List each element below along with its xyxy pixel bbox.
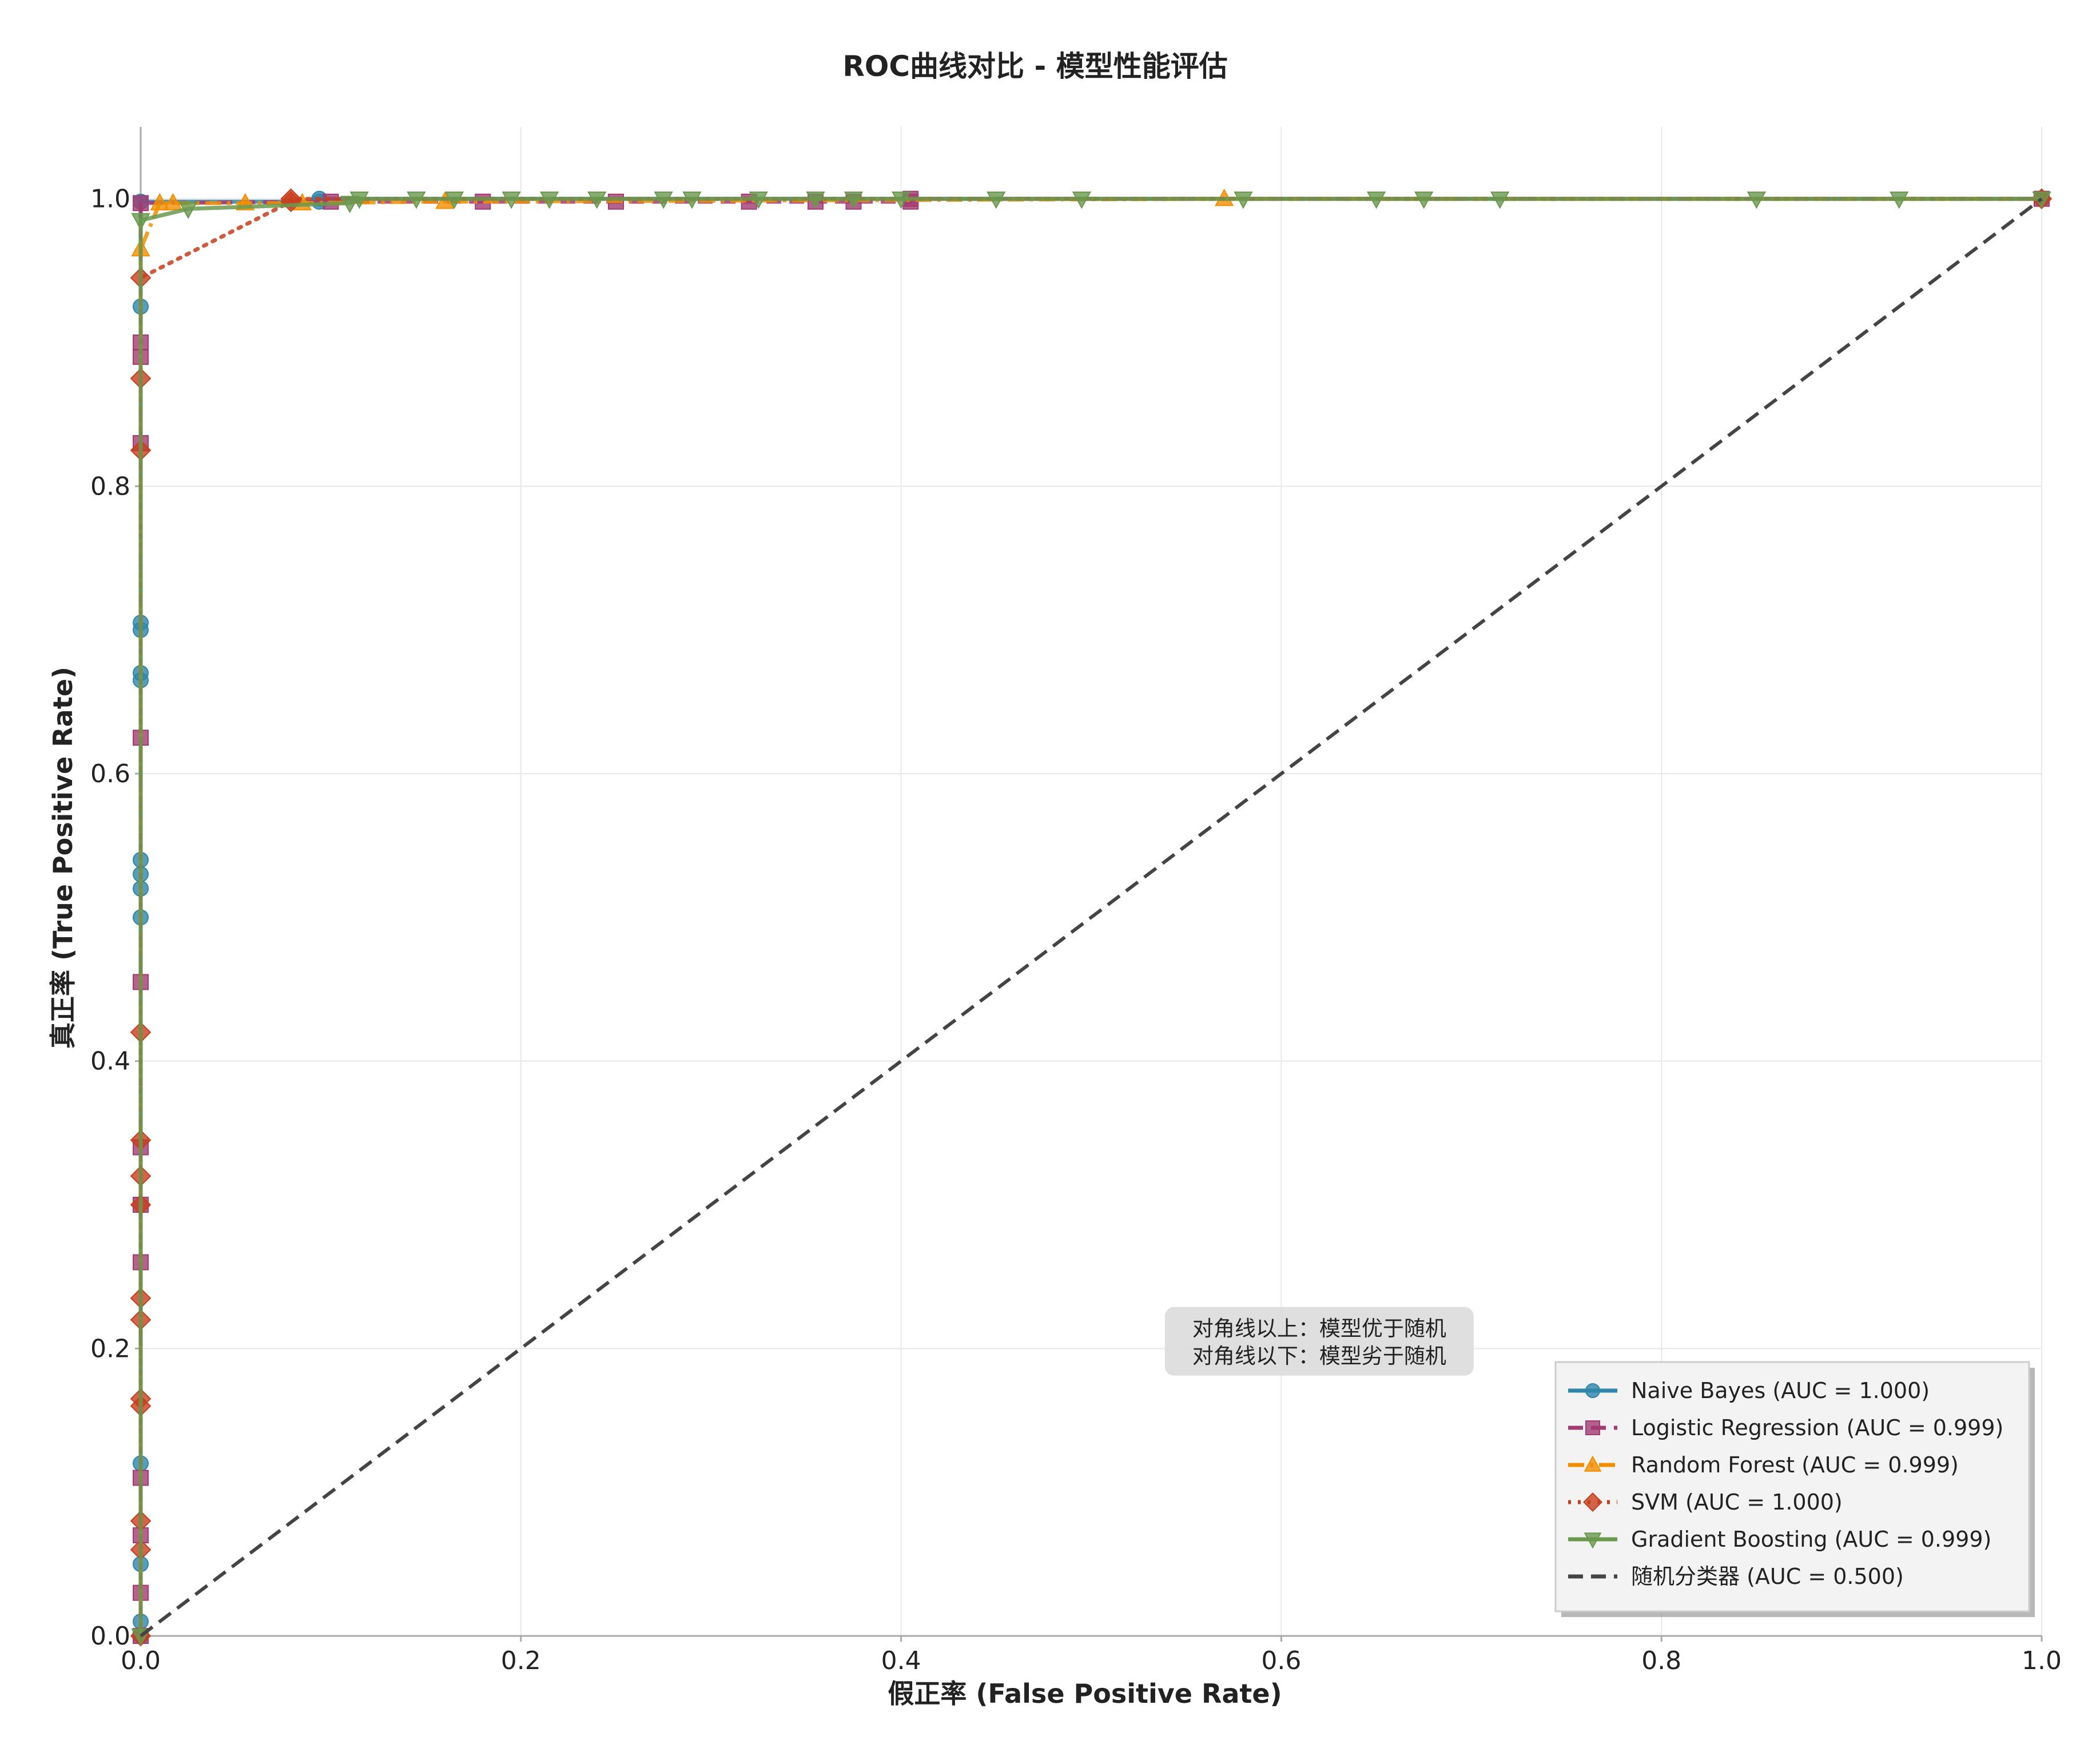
data-point-2-1 [150, 193, 169, 210]
data-point-4-23 [1890, 191, 1909, 209]
data-point-4-19 [1366, 191, 1386, 209]
legend-box [1554, 1361, 2030, 1612]
chart-title: ROC曲线对比 - 模型性能评估 [842, 50, 1227, 83]
data-point-4-7 [502, 191, 521, 209]
legend-marker-4 [1584, 1532, 1602, 1549]
data-point-4-8 [540, 191, 559, 209]
data-point-4-16 [987, 191, 1006, 209]
annotation-background [1164, 1307, 1474, 1376]
legend-label-2: Random Forest (AUC = 0.999) [1631, 1452, 1959, 1478]
annotation-line-1: 对角线以下：模型劣于随机 [1192, 1344, 1446, 1368]
legend-label-0: Naive Bayes (AUC = 1.000) [1631, 1378, 1930, 1403]
data-point-4-20 [1414, 191, 1434, 209]
y-tick-label-0: 0.0 [90, 1622, 130, 1651]
data-point-4-13 [806, 191, 825, 209]
data-point-4-12 [749, 191, 768, 209]
y-tick-label-2: 0.4 [90, 1047, 130, 1076]
y-tick-label-1: 0.2 [90, 1334, 130, 1363]
data-point-4-18 [1234, 191, 1253, 209]
x-tick-label-2: 0.4 [881, 1646, 921, 1675]
x-tick-label-5: 1.0 [2022, 1646, 2062, 1675]
y-tick-label-3: 0.6 [90, 759, 130, 789]
legend-label-4: Gradient Boosting (AUC = 0.999) [1631, 1527, 1991, 1552]
data-point-4-4 [349, 191, 369, 209]
data-point-4-17 [1072, 191, 1092, 209]
series-line-5 [140, 197, 2043, 1638]
legend-label-3: SVM (AUC = 1.000) [1631, 1490, 1843, 1515]
data-point-4-5 [407, 191, 426, 209]
x-tick-label-3: 0.6 [1261, 1646, 1301, 1675]
legend-marker-0 [1585, 1383, 1600, 1398]
y-axis-label: 真正率 (True Positive Rate) [47, 667, 78, 1049]
data-point-4-1 [131, 213, 150, 231]
data-point-4-14 [844, 191, 864, 209]
data-point-4-9 [587, 191, 607, 209]
grid-lines [140, 127, 2042, 1636]
series-4 [131, 191, 2051, 1646]
x-axis-label: 假正率 (False Positive Rate) [888, 1678, 1282, 1709]
legend-marker-1 [1585, 1420, 1600, 1435]
y-tick-label-5: 1.0 [90, 185, 130, 214]
data-point-4-21 [1490, 191, 1510, 209]
data-point-4-15 [891, 191, 911, 209]
x-tick-label-4: 0.8 [1641, 1646, 1681, 1675]
data-point-4-3 [340, 196, 360, 213]
plot-area [130, 188, 2053, 1647]
series-5 [140, 197, 2043, 1638]
legend: Naive Bayes (AUC = 1.000) Logistic Regres… [1554, 1361, 2035, 1617]
x-tick-label-1: 0.2 [501, 1646, 541, 1675]
annotation-line-0: 对角线以上：模型优于随机 [1192, 1316, 1446, 1341]
data-point-4-22 [1747, 191, 1767, 209]
legend-marker-3 [1582, 1492, 1603, 1512]
tick-labels: 0.0 0.2 0.4 0.6 0.8 1.0 0.0 0.2 0.4 0.6 0.8 1.0 [90, 185, 2062, 1675]
data-point-2-2 [163, 193, 183, 210]
legend-label-5: 随机分类器 (AUC = 0.500) [1631, 1564, 1904, 1589]
data-point-4-11 [682, 191, 702, 209]
y-tick-label-4: 0.8 [90, 472, 130, 501]
x-tick-label-0: 0.0 [121, 1646, 161, 1675]
data-point-4-2 [178, 201, 198, 219]
data-point-4-10 [654, 191, 673, 209]
data-point-1-12 [133, 195, 149, 212]
data-point-4-6 [444, 191, 464, 209]
legend-marker-2 [1584, 1455, 1602, 1472]
legend-label-1: Logistic Regression (AUC = 0.999) [1631, 1415, 2003, 1440]
